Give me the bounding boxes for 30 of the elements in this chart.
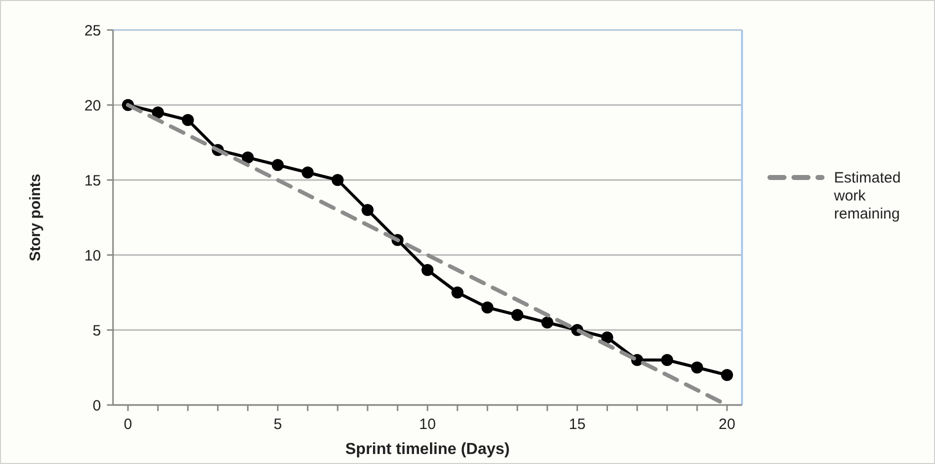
y-tick-label: 15 [84, 172, 101, 190]
y-tick-label: 5 [92, 322, 101, 340]
x-tick-label: 0 [124, 416, 132, 433]
point [481, 302, 494, 314]
y-tick-label: 0 [92, 397, 101, 414]
point [152, 106, 164, 118]
x-tick-label: 5 [274, 416, 282, 433]
point [332, 174, 344, 186]
point [601, 332, 614, 344]
legend-label: Estimated work remaining [833, 170, 901, 222]
point [182, 114, 194, 126]
x-axis-title: Sprint timeline (Days) [345, 441, 510, 458]
point [302, 166, 314, 178]
y-tick-label: 10 [84, 247, 101, 264]
y-axis-title: Story points [27, 174, 44, 262]
point [451, 286, 464, 298]
x-tick-label: 10 [419, 416, 436, 433]
point [272, 159, 284, 171]
x-tick-label: 15 [568, 416, 586, 433]
x-tick-label: 20 [718, 416, 736, 433]
point [721, 369, 734, 381]
point [541, 316, 554, 328]
y-tick-label: 25 [84, 22, 101, 40]
point [362, 204, 374, 216]
point [422, 264, 434, 276]
point [242, 152, 254, 164]
point [691, 362, 704, 374]
point [511, 309, 524, 321]
point [661, 354, 674, 366]
y-tick-label: 20 [84, 97, 101, 114]
